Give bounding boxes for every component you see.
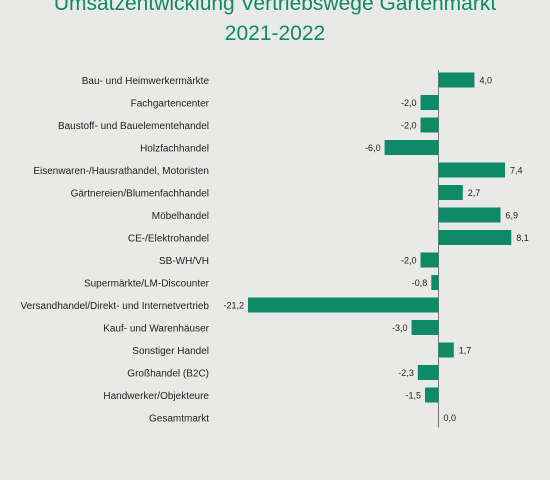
data-label: 7,4: [510, 166, 523, 176]
chart-title-line-2: 2021-2022: [224, 22, 326, 45]
bar: [438, 162, 505, 178]
data-label: 0,0: [444, 413, 457, 423]
data-label: 6,9: [506, 211, 519, 221]
bar: [438, 342, 454, 358]
category-label: Gärtnereien/Blumenfachhandel: [71, 189, 209, 200]
category-label: Supermärkte/LM-Discounter: [84, 279, 210, 290]
bar: [431, 275, 439, 290]
category-label: SB-WH/VH: [159, 256, 209, 267]
data-label: 1,7: [459, 346, 472, 356]
category-label: Großhandel (B2C): [127, 369, 209, 380]
bar: [417, 365, 439, 380]
data-label: -2,0: [401, 256, 417, 266]
category-label: Handwerker/Objekteure: [103, 391, 209, 402]
category-label: Gesamtmarkt: [149, 414, 209, 425]
data-label: -2,0: [401, 98, 417, 108]
bar: [438, 230, 512, 245]
chart-title-line-1: Umsatzentwicklung Vertriebswege Gartenma…: [53, 0, 497, 15]
bar: [420, 117, 439, 133]
bar: [420, 95, 439, 110]
bar: [438, 207, 501, 223]
category-label: Kauf- und Warenhäuser: [103, 324, 209, 335]
category-label: Sonstiger Handel: [132, 346, 209, 357]
category-label: CE-/Elektrohandel: [128, 234, 209, 245]
category-label: Eisenwaren-/Hausrathandel, Motoristen: [33, 166, 209, 177]
data-label: 4,0: [479, 76, 492, 86]
bar: [438, 185, 463, 200]
bar: [411, 320, 439, 335]
data-label: -2,3: [398, 368, 414, 378]
data-label: 8,1: [516, 233, 529, 243]
data-label: -2,0: [401, 121, 417, 131]
bar: [425, 387, 439, 403]
bar: [248, 297, 439, 313]
bar: [438, 72, 475, 88]
category-label: Bau- und Heimwerkermärkte: [82, 76, 210, 87]
bar: [420, 252, 439, 268]
data-label: 2,7: [468, 188, 481, 198]
data-label: -3,0: [392, 323, 408, 333]
data-label: -6,0: [365, 143, 381, 153]
bar: [384, 140, 439, 155]
data-label: -21,2: [223, 301, 244, 311]
category-label: Versandhandel/Direkt- und Internetvertri…: [21, 301, 210, 312]
category-label: Fachgartencenter: [131, 99, 210, 110]
data-label: -1,5: [406, 391, 422, 401]
category-label: Möbelhandel: [152, 211, 209, 222]
data-label: -0,8: [412, 278, 428, 288]
category-label: Holzfachhandel: [140, 144, 209, 155]
category-label: Baustoff- und Bauelementehandel: [58, 121, 209, 132]
